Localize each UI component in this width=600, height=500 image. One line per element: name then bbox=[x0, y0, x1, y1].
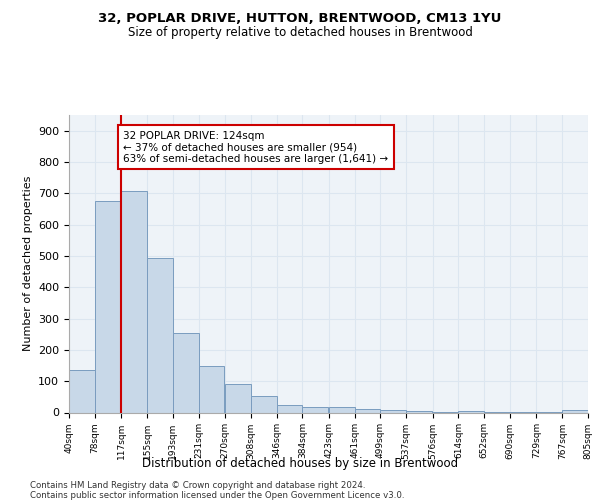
Bar bbox=[225, 384, 251, 412]
Bar bbox=[355, 410, 380, 412]
Bar bbox=[121, 191, 147, 412]
Text: 32 POPLAR DRIVE: 124sqm
← 37% of detached houses are smaller (954)
63% of semi-d: 32 POPLAR DRIVE: 124sqm ← 37% of detache… bbox=[123, 130, 388, 164]
Bar bbox=[95, 201, 121, 412]
Text: Contains public sector information licensed under the Open Government Licence v3: Contains public sector information licen… bbox=[30, 491, 404, 500]
Bar bbox=[251, 396, 277, 412]
Bar bbox=[380, 410, 406, 412]
Bar bbox=[302, 407, 328, 412]
Bar bbox=[147, 258, 173, 412]
Text: 32, POPLAR DRIVE, HUTTON, BRENTWOOD, CM13 1YU: 32, POPLAR DRIVE, HUTTON, BRENTWOOD, CM1… bbox=[98, 12, 502, 26]
Text: Size of property relative to detached houses in Brentwood: Size of property relative to detached ho… bbox=[128, 26, 472, 39]
Bar bbox=[329, 407, 355, 412]
Bar bbox=[458, 411, 484, 412]
Bar bbox=[69, 370, 95, 412]
Text: Distribution of detached houses by size in Brentwood: Distribution of detached houses by size … bbox=[142, 458, 458, 470]
Bar bbox=[277, 406, 302, 412]
Bar bbox=[562, 410, 588, 412]
Y-axis label: Number of detached properties: Number of detached properties bbox=[23, 176, 32, 352]
Bar bbox=[199, 366, 224, 412]
Text: Contains HM Land Registry data © Crown copyright and database right 2024.: Contains HM Land Registry data © Crown c… bbox=[30, 481, 365, 490]
Bar bbox=[406, 411, 432, 412]
Bar bbox=[173, 334, 199, 412]
